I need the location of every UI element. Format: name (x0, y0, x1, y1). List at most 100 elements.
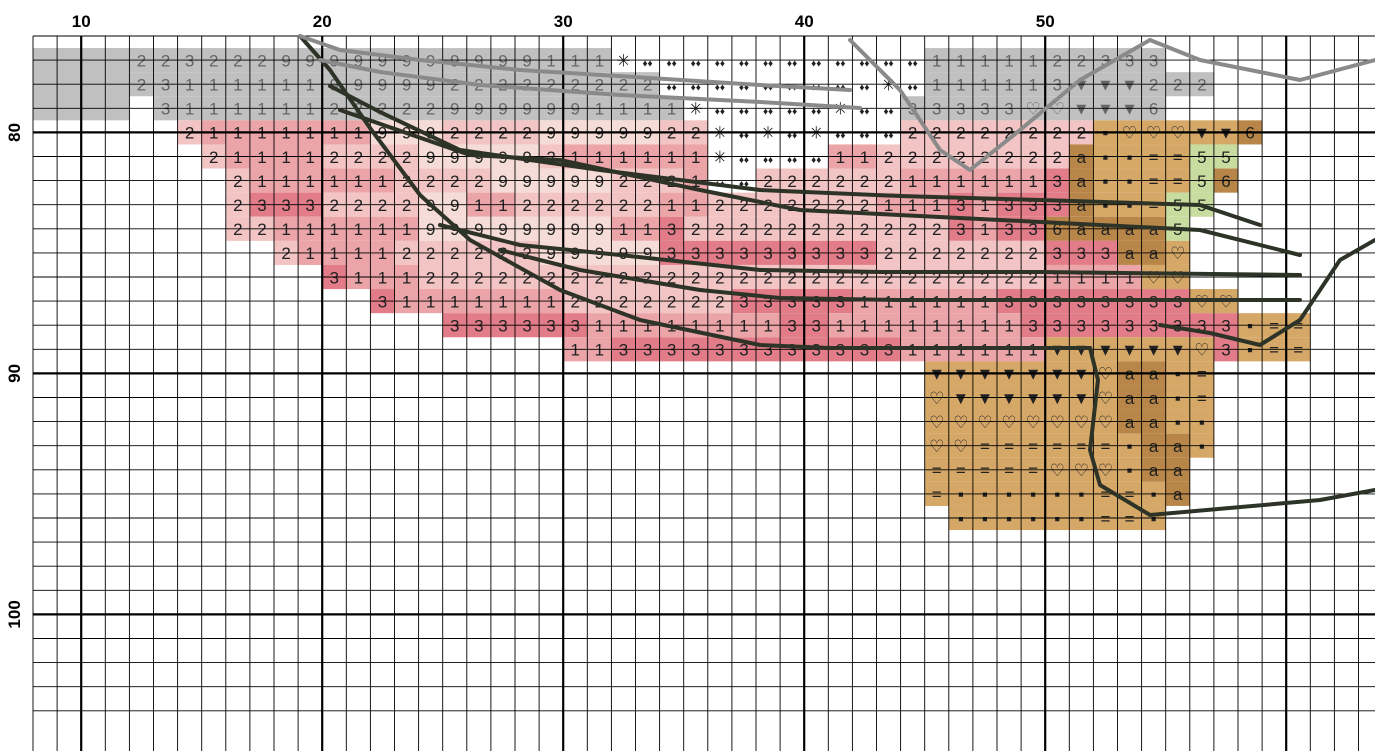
stitch-symbol: 1 (1101, 268, 1110, 287)
stitch-symbol: ♡ (1001, 413, 1016, 432)
backstitch-line (848, 38, 1152, 172)
stitch-symbol: 2 (426, 268, 435, 287)
stitch-symbol: 3 (739, 292, 748, 311)
stitch-symbol: 1 (233, 75, 242, 94)
stitch-symbol: 1 (1004, 51, 1013, 70)
stitch-symbol: 2 (980, 268, 989, 287)
stitch-symbol: 3 (836, 341, 845, 360)
stitch-symbol: 2 (450, 172, 459, 191)
stitch-symbol: a (1077, 220, 1087, 239)
stitch-symbol: 3 (161, 100, 170, 119)
stitch-symbol: 1 (209, 75, 218, 94)
stitch-symbol: ♦♦ (715, 82, 725, 93)
stitch-symbol: 2 (571, 292, 580, 311)
stitch-symbol: 3 (836, 244, 845, 263)
axis-labels: 10 20 30 40 50 80 90 100 (5, 12, 1055, 629)
stitch-symbol: ♦♦ (835, 131, 845, 142)
stitch-symbol: a (1173, 461, 1183, 480)
stitch-symbol: ♡ (1146, 268, 1161, 287)
stitch-symbol: 1 (571, 51, 580, 70)
stitch-symbol: 1 (908, 341, 917, 360)
stitch-symbol: a (1125, 220, 1135, 239)
stitch-symbol: 9 (498, 100, 507, 119)
stitch-symbol: ♦♦ (787, 155, 797, 166)
stitch-symbol: 2 (522, 75, 531, 94)
stitch-symbol: 2 (860, 172, 869, 191)
stitch-symbol: ♦♦ (883, 131, 893, 142)
stitch-symbol: 3 (787, 316, 796, 335)
stitch-symbol: ▪ (1127, 196, 1133, 215)
stitch-symbol: 2 (595, 75, 604, 94)
stitch-symbol: 1 (956, 341, 965, 360)
stitch-symbol: 1 (522, 292, 531, 311)
stitch-symbol: ♦♦ (811, 107, 821, 118)
stitch-symbol: ▪ (1151, 509, 1157, 528)
stitch-symbol: 2 (812, 172, 821, 191)
stitch-symbol: 1 (281, 172, 290, 191)
stitch-symbol: = (980, 461, 990, 480)
stitch-symbol: 1 (1004, 172, 1013, 191)
stitch-symbols: 2 2 3 2 2 2 9 9 9 9 9 9 9 9 9 9 9 1 1 1 ✳ ♦♦ ♦♦ ♦♦ ♦♦ ♦♦ ♦♦ ♦♦ ♦♦ ♦♦ ♦… (137, 51, 1304, 528)
stitch-symbol: 3 (1053, 196, 1062, 215)
stitch-symbol: 1 (546, 292, 555, 311)
stitch-symbol: 1 (643, 100, 652, 119)
stitch-symbol: 1 (860, 316, 869, 335)
stitch-symbol: ▪ (1006, 509, 1012, 528)
stitch-symbol: 1 (595, 51, 604, 70)
stitch-symbol: ▪ (1102, 196, 1108, 215)
stitch-symbol: 9 (281, 51, 290, 70)
stitch-symbol: 3 (1101, 316, 1110, 335)
stitch-symbol: ▼ (1121, 100, 1138, 119)
stitch-symbol: 9 (522, 172, 531, 191)
stitch-symbol: 2 (330, 196, 339, 215)
stitch-symbol: 1 (1125, 268, 1134, 287)
stitch-symbol: ♡ (1170, 268, 1185, 287)
stitch-symbol: a (1149, 389, 1159, 408)
backstitch-outlines (298, 34, 1375, 517)
stitch-symbol: ▪ (1127, 461, 1133, 480)
stitch-symbol: 1 (836, 148, 845, 167)
stitch-symbol: 2 (546, 75, 555, 94)
row-label: 80 (5, 123, 24, 142)
stitch-symbol: 5 (1197, 172, 1206, 191)
stitch-symbol: 1 (1028, 75, 1037, 94)
stitch-symbol: 3 (1221, 341, 1230, 360)
stitch-symbol: ▼ (1097, 75, 1114, 94)
stitch-symbol: ▪ (1030, 485, 1036, 504)
stitch-symbol: 1 (305, 172, 314, 191)
stitch-symbol: = (1076, 437, 1086, 456)
stitch-symbol: ▼ (1121, 75, 1138, 94)
stitch-symbol: 9 (354, 75, 363, 94)
stitch-symbol: 3 (619, 341, 628, 360)
stitch-symbol: 1 (546, 51, 555, 70)
stitch-symbol: ▪ (1102, 172, 1108, 191)
stitch-symbol: 1 (281, 148, 290, 167)
stitch-symbol: 2 (402, 100, 411, 119)
stitch-symbol: ♦♦ (667, 82, 677, 93)
stitch-symbol: ♦♦ (787, 107, 797, 118)
stitch-symbol: 1 (1053, 268, 1062, 287)
stitch-symbol: a (1077, 148, 1087, 167)
stitch-symbol: 9 (426, 75, 435, 94)
stitch-symbol: a (1125, 244, 1135, 263)
stitch-symbol: ♡ (1026, 413, 1041, 432)
stitch-symbol: 3 (787, 244, 796, 263)
stitch-symbol: 3 (956, 220, 965, 239)
stitch-symbol: 2 (787, 172, 796, 191)
stitch-symbol: 2 (763, 268, 772, 287)
stitch-symbol: 2 (522, 268, 531, 287)
stitch-symbol: = (1173, 148, 1183, 167)
stitch-symbol: 1 (932, 316, 941, 335)
stitch-symbol: 1 (691, 148, 700, 167)
stitch-symbol: ▪ (1127, 437, 1133, 456)
stitch-symbol: 1 (956, 172, 965, 191)
stitch-symbol: 1 (378, 268, 387, 287)
stitch-symbol: ♦♦ (763, 58, 773, 69)
stitch-symbol: 1 (281, 220, 290, 239)
stitch-symbol: 1 (980, 75, 989, 94)
stitch-symbol: ♦♦ (787, 58, 797, 69)
stitch-symbol: 1 (571, 341, 580, 360)
stitch-symbol: = (932, 485, 942, 504)
stitch-symbol: 9 (450, 51, 459, 70)
stitch-symbol: 2 (836, 196, 845, 215)
